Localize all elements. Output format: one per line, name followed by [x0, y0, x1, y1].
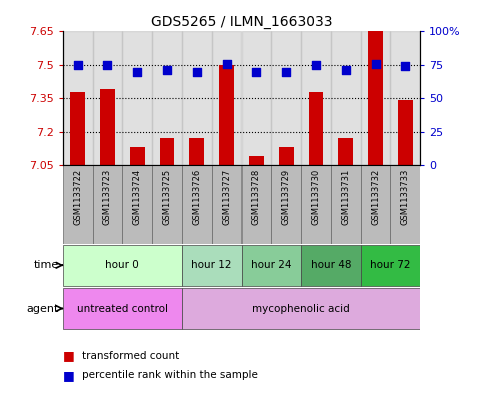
Bar: [93, 165, 122, 244]
Bar: [182, 288, 420, 329]
Point: [372, 61, 380, 67]
Text: transformed count: transformed count: [82, 351, 179, 361]
Bar: [271, 165, 301, 244]
Text: GSM1133732: GSM1133732: [371, 169, 380, 225]
Bar: [301, 165, 331, 244]
Text: GSM1133731: GSM1133731: [341, 169, 350, 225]
Bar: [301, 31, 331, 165]
Bar: [219, 65, 234, 165]
Bar: [309, 92, 324, 165]
Bar: [390, 165, 420, 244]
Point: [104, 62, 112, 68]
Bar: [361, 31, 390, 165]
Bar: [212, 31, 242, 165]
Bar: [242, 165, 271, 244]
Text: GSM1133729: GSM1133729: [282, 169, 291, 225]
Point: [253, 68, 260, 75]
Bar: [63, 288, 182, 329]
Bar: [130, 147, 145, 165]
Text: mycophenolic acid: mycophenolic acid: [252, 303, 350, 314]
Bar: [331, 165, 361, 244]
Bar: [189, 138, 204, 165]
Bar: [70, 92, 85, 165]
Text: GSM1133733: GSM1133733: [401, 169, 410, 225]
Bar: [249, 156, 264, 165]
Bar: [182, 244, 242, 286]
Bar: [390, 31, 420, 165]
Point: [74, 62, 82, 68]
Bar: [338, 138, 353, 165]
Point: [193, 68, 201, 75]
Text: ■: ■: [63, 349, 74, 362]
Bar: [63, 31, 93, 165]
Bar: [100, 89, 115, 165]
Bar: [331, 31, 361, 165]
Text: time: time: [34, 260, 59, 270]
Text: percentile rank within the sample: percentile rank within the sample: [82, 370, 258, 380]
Bar: [159, 138, 174, 165]
Point: [133, 68, 141, 75]
Text: GSM1133726: GSM1133726: [192, 169, 201, 225]
Text: hour 12: hour 12: [191, 260, 232, 270]
Text: ■: ■: [63, 369, 74, 382]
Point: [282, 68, 290, 75]
Text: GSM1133723: GSM1133723: [103, 169, 112, 225]
Text: hour 48: hour 48: [311, 260, 351, 270]
Text: hour 24: hour 24: [251, 260, 292, 270]
Bar: [271, 31, 301, 165]
Text: GSM1133730: GSM1133730: [312, 169, 320, 225]
Point: [223, 61, 230, 67]
Text: hour 72: hour 72: [370, 260, 411, 270]
Bar: [182, 165, 212, 244]
Point: [312, 62, 320, 68]
Text: agent: agent: [27, 303, 59, 314]
Bar: [242, 31, 271, 165]
Text: GSM1133722: GSM1133722: [73, 169, 82, 225]
Bar: [152, 165, 182, 244]
Bar: [182, 31, 212, 165]
Bar: [212, 165, 242, 244]
Bar: [63, 244, 182, 286]
Title: GDS5265 / ILMN_1663033: GDS5265 / ILMN_1663033: [151, 15, 332, 29]
Bar: [368, 31, 383, 165]
Bar: [279, 147, 294, 165]
Text: GSM1133727: GSM1133727: [222, 169, 231, 225]
Bar: [122, 31, 152, 165]
Point: [342, 67, 350, 73]
Bar: [301, 244, 361, 286]
Bar: [398, 101, 413, 165]
Text: hour 0: hour 0: [105, 260, 139, 270]
Text: untreated control: untreated control: [77, 303, 168, 314]
Bar: [361, 244, 420, 286]
Text: GSM1133728: GSM1133728: [252, 169, 261, 225]
Point: [401, 63, 409, 69]
Bar: [63, 165, 93, 244]
Bar: [152, 31, 182, 165]
Bar: [93, 31, 122, 165]
Point: [163, 67, 171, 73]
Text: GSM1133725: GSM1133725: [163, 169, 171, 225]
Text: GSM1133724: GSM1133724: [133, 169, 142, 225]
Bar: [242, 244, 301, 286]
Bar: [361, 165, 390, 244]
Bar: [122, 165, 152, 244]
